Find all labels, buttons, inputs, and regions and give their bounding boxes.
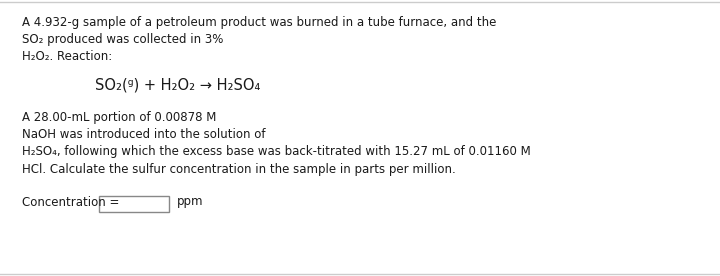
Text: A 28.00-mL portion of 0.00878 M: A 28.00-mL portion of 0.00878 M [22,112,217,124]
Text: SO₂(ᵍ) + H₂O₂ → H₂SO₄: SO₂(ᵍ) + H₂O₂ → H₂SO₄ [95,77,260,92]
Text: H₂O₂. Reaction:: H₂O₂. Reaction: [22,50,112,63]
Text: NaOH was introduced into the solution of: NaOH was introduced into the solution of [22,129,266,142]
Text: SO₂ produced was collected in 3%: SO₂ produced was collected in 3% [22,33,223,46]
Text: A 4.932-g sample of a petroleum product was burned in a tube furnace, and the: A 4.932-g sample of a petroleum product … [22,16,496,29]
Text: Concentration =: Concentration = [22,195,120,208]
Text: H₂SO₄, following which the excess base was back-titrated with 15.27 mL of 0.0116: H₂SO₄, following which the excess base w… [22,145,531,158]
Text: ppm: ppm [177,195,204,208]
Text: HCl. Calculate the sulfur concentration in the sample in parts per million.: HCl. Calculate the sulfur concentration … [22,163,456,176]
Bar [99,195,169,211]
